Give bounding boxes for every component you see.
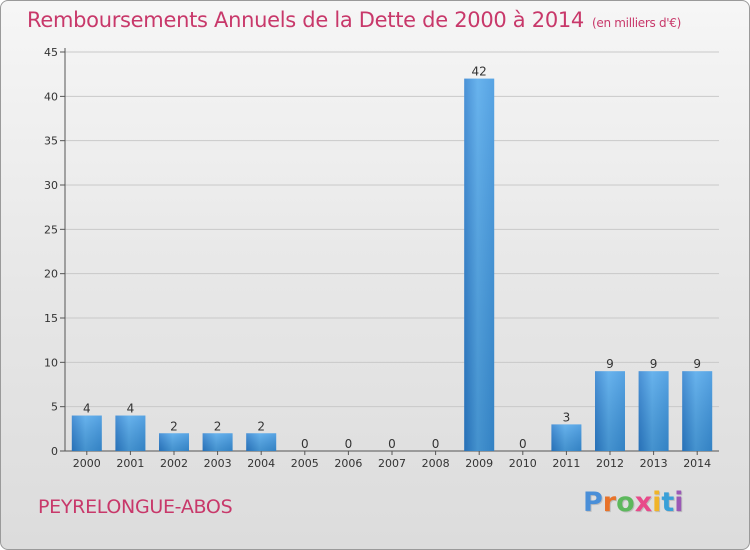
x-tick-label: 2002: [160, 457, 188, 470]
x-tick-label: 2003: [204, 457, 232, 470]
bar-shade: [638, 371, 669, 451]
logo-letter: i: [652, 487, 662, 518]
y-tick-label: 10: [44, 356, 58, 369]
x-tick-label: 2001: [116, 457, 144, 470]
bar-value-label: 9: [693, 357, 701, 371]
chart-title: Remboursements Annuels de la Dette de 20…: [27, 8, 681, 32]
bar-value-label: 3: [563, 410, 571, 424]
bar-value-label: 0: [519, 437, 527, 451]
x-tick-label: 2006: [334, 457, 362, 470]
bar-value-label: 4: [127, 402, 135, 416]
x-tick-label: 2008: [422, 457, 450, 470]
bar-value-label: 9: [650, 357, 658, 371]
logo-letter: r: [602, 487, 617, 518]
x-tick-label: 2012: [596, 457, 624, 470]
logo-letter: t: [661, 487, 675, 518]
bar-value-label: 0: [432, 437, 440, 451]
bar-shade: [246, 433, 277, 451]
bar-value-label: 0: [301, 437, 309, 451]
logo-letter: x: [634, 487, 653, 518]
proxiti-logo: Proxiti: [583, 487, 684, 518]
logo-letter: o: [616, 487, 635, 518]
bar-shade: [159, 433, 189, 451]
x-tick-label: 2004: [247, 457, 275, 470]
y-tick-label: 0: [51, 445, 58, 458]
chart-title-text: Remboursements Annuels de la Dette de 20…: [27, 8, 584, 32]
gridlines: [65, 51, 719, 408]
logo-letter: P: [583, 487, 603, 518]
y-tick-label: 15: [44, 312, 58, 325]
bar-shade: [71, 415, 102, 451]
bars: [71, 78, 713, 451]
commune-name: PEYRELONGUE-ABOS: [38, 496, 233, 518]
labels: 0510152025303540454200042001220022200322…: [44, 46, 711, 470]
bar-shade: [115, 415, 146, 451]
bar-shade: [682, 371, 713, 451]
x-tick-label: 2009: [465, 457, 493, 470]
bar-value-label: 42: [472, 65, 487, 79]
bar-value-label: 0: [345, 437, 353, 451]
y-tick-label: 40: [44, 90, 58, 103]
chart-unit: (en milliers d'€): [592, 16, 682, 30]
y-tick-label: 45: [44, 46, 58, 59]
x-tick-label: 2010: [509, 457, 537, 470]
logo-letter: i: [674, 487, 684, 518]
x-tick-label: 2011: [552, 457, 580, 470]
y-tick-label: 35: [44, 135, 58, 148]
bar-value-label: 2: [170, 419, 178, 433]
x-tick-label: 2013: [640, 457, 668, 470]
bar-value-label: 2: [214, 419, 222, 433]
bar-value-label: 2: [257, 419, 265, 433]
y-tick-label: 25: [44, 223, 58, 236]
bar-value-label: 0: [388, 437, 396, 451]
x-tick-label: 2014: [683, 457, 711, 470]
x-tick-label: 2007: [378, 457, 406, 470]
bar-shade: [202, 433, 233, 451]
bar-shade: [551, 424, 582, 451]
y-tick-label: 20: [44, 268, 58, 281]
bar-value-label: 9: [606, 357, 614, 371]
y-tick-label: 30: [44, 179, 58, 192]
y-tick-label: 5: [51, 401, 58, 414]
x-tick-label: 2005: [291, 457, 319, 470]
bar-value-label: 4: [83, 402, 91, 416]
bar-shade: [464, 78, 495, 451]
bar-shade: [595, 371, 625, 451]
x-tick-label: 2000: [73, 457, 101, 470]
